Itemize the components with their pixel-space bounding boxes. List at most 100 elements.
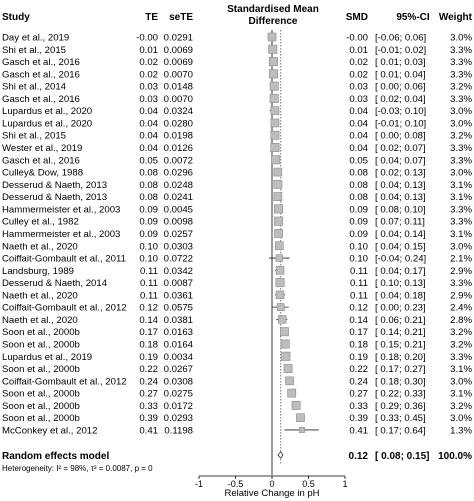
study-sete: 0.0172 [164,401,193,412]
study-te: 0.04 [139,143,158,154]
study-smd: 0.03 [349,82,368,93]
study-label: Culley& Dow, 1988 [2,168,83,179]
study-weight-square [280,339,290,349]
study-weight: 3.3% [450,57,472,68]
study-label: Gasch et al., 2016 [2,94,80,105]
study-smd: 0.02 [349,57,368,68]
study-ci: [ 0.22; 0.33] [375,389,426,400]
study-weight-square [287,388,297,398]
study-sete: 0.0045 [164,204,193,215]
study-ci: [-0.01; 0.10] [375,118,426,129]
study-te: 0.09 [139,217,158,228]
study-label: Desserud & Naeth, 2014 [2,278,108,289]
study-te: 0.18 [139,340,158,351]
study-weight: 3.3% [450,217,472,228]
study-smd: 0.02 [349,69,368,80]
study-weight: 1.3% [450,425,472,436]
study-te: 0.17 [139,327,158,338]
study-label: Landsburg, 1989 [2,266,74,277]
study-te: 0.04 [139,118,158,129]
study-smd: 0.22 [349,364,368,375]
study-label: Hammermeister et al., 2003 [2,229,120,240]
study-sete: 0.1198 [164,425,193,436]
study-weight: 3.1% [450,364,472,375]
study-weight: 3.0% [450,241,472,252]
study-weight: 2.1% [450,254,472,265]
study-sete: 0.0275 [164,389,193,400]
header-plot-title-line1: Standardised Mean [227,4,319,15]
study-ci: [ 0.01; 0.04] [375,69,426,80]
study-te: 0.11 [140,290,158,301]
summary-diamond [277,451,284,459]
x-axis: Relative Change in pH -1 -0.5 0 0.5 1 [195,475,348,499]
study-smd: 0.04 [349,143,368,154]
study-ci: [ 0.29; 0.36] [375,401,426,412]
study-smd: 0.12 [349,303,368,314]
study-weight-square [276,303,285,312]
study-smd: 0.41 [349,425,368,436]
study-smd: 0.27 [349,389,368,400]
study-te: 0.19 [139,352,158,363]
study-sete: 0.0342 [164,266,193,277]
study-smd: 0.10 [349,241,368,252]
study-weight-square [296,413,305,422]
study-te: 0.11 [140,266,158,277]
study-smd: 0.39 [349,413,368,424]
x-axis-tick-label: 0 [269,479,274,489]
study-te: 0.08 [139,168,158,179]
study-smd: 0.09 [349,217,368,228]
header-te: TE [145,12,158,23]
study-weight: 2.4% [450,303,472,314]
study-weight: 2.9% [450,266,472,277]
study-sete: 0.0072 [164,155,193,166]
x-axis-tick-label: -1 [195,479,203,489]
x-axis-tick-label: -0.5 [228,479,244,489]
study-ci: [ 0.06; 0.21] [375,315,426,326]
study-weight: 3.1% [450,180,472,191]
study-sete: 0.0324 [164,106,194,117]
study-ci: [ 0.04; 0.07] [375,155,426,166]
study-smd: 0.11 [350,266,368,277]
study-ci: [ 0.04; 0.13] [375,192,426,203]
study-sete: 0.0257 [164,229,193,240]
study-smd: 0.11 [350,290,368,301]
study-ci: [ 0.01; 0.03] [375,57,426,68]
study-te: 0.04 [139,131,158,142]
header-plot-title-line2: Difference [249,16,298,27]
study-te: 0.09 [139,229,158,240]
study-te: 0.41 [139,425,158,436]
study-smd: 0.03 [349,94,368,105]
study-ci: [ 0.17; 0.64] [375,425,426,436]
study-weight: 3.0% [450,33,472,44]
study-weight: 3.0% [450,376,472,387]
study-ci: [ 0.18; 0.20] [375,352,426,363]
study-weight-square [274,204,284,214]
study-ci: [ 0.33; 0.45] [375,413,426,424]
study-te: 0.08 [139,192,158,203]
study-weight-square [270,118,280,128]
study-smd: 0.19 [349,352,368,363]
study-ci: [ 0.15; 0.21] [375,340,426,351]
study-weight-square [271,155,281,165]
study-ci: [ 0.07; 0.11] [375,217,425,228]
study-weight-square [267,32,277,42]
header-weight: Weight [439,12,473,23]
study-weight: 3.2% [450,401,472,412]
study-label: Coiffait-Gombault et al., 2012 [2,303,127,314]
study-weight-square [275,278,285,288]
study-label: Gasch et al., 2016 [2,155,80,166]
study-smd: 0.05 [349,155,368,166]
study-ci: [ 0.04; 0.13] [375,180,426,191]
study-te: 0.11 [140,278,158,289]
study-weight: 3.3% [450,143,472,154]
study-sete: 0.0163 [164,327,193,338]
study-te: 0.09 [139,204,158,215]
study-weight-square [268,69,278,79]
study-weight-square [291,400,301,410]
study-sete: 0.0296 [164,168,193,179]
study-ci: [ 0.04; 0.14] [375,229,426,240]
study-rows: Day et al., 2019 -0.00 0.0291 -0.00 [-0.06; … [2,33,472,437]
study-te: 0.10 [139,254,158,265]
header-study: Study [2,12,30,23]
